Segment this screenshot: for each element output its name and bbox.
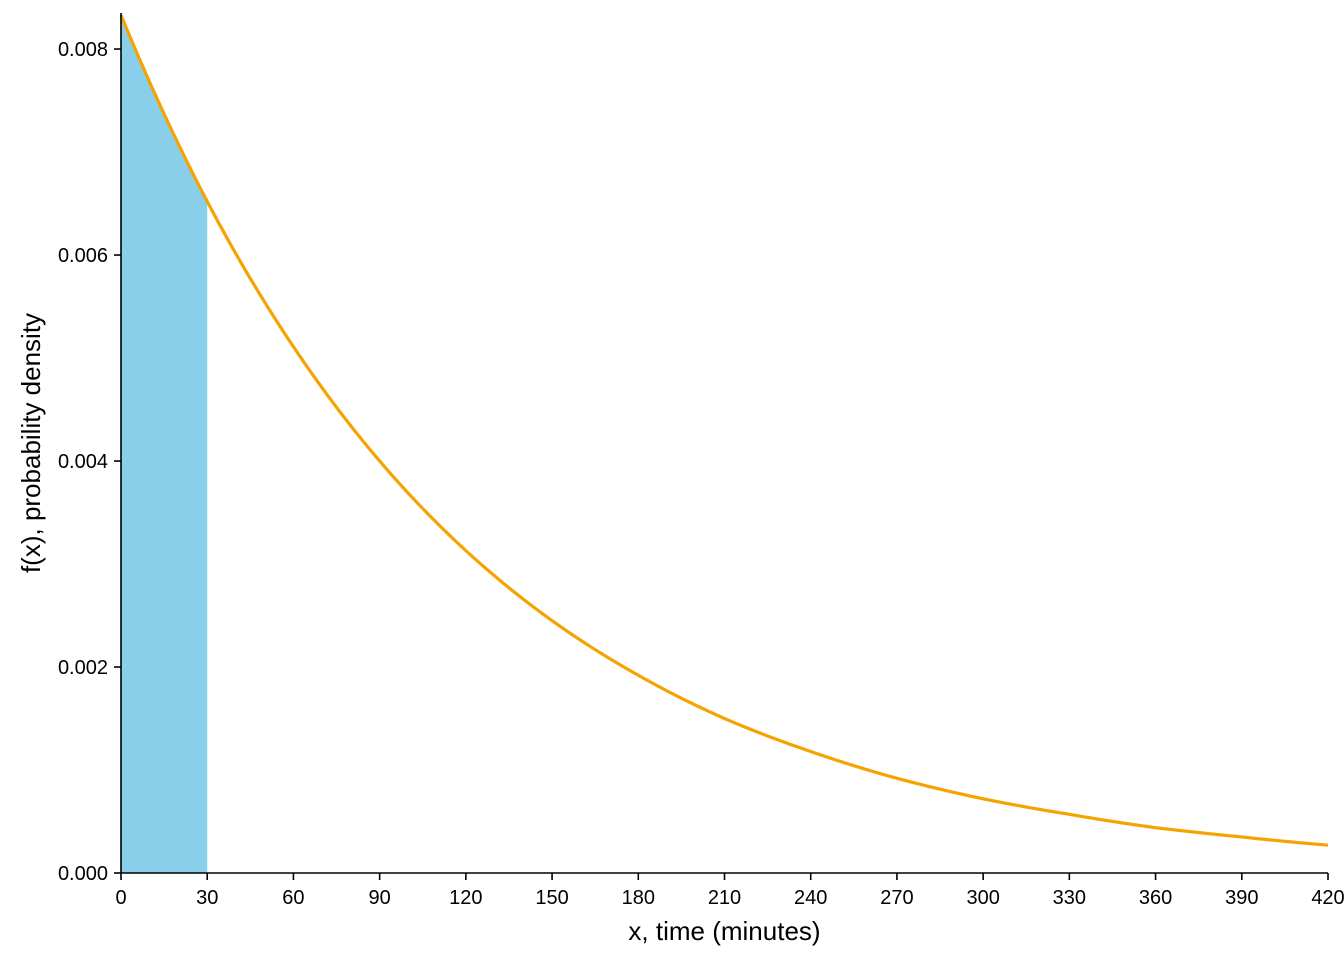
axes [120, 13, 1328, 874]
x-tick-label: 420 [1311, 887, 1344, 909]
x-tick-label: 330 [1053, 887, 1086, 909]
x-axis-ticks: 0 30 60 90 120 150 180 210 240 270 300 330 360 390 420 [115, 873, 1344, 909]
y-tick-label: 0.004 [58, 451, 108, 473]
x-tick-label: 240 [794, 887, 827, 909]
x-tick-label: 90 [369, 887, 391, 909]
y-tick-label: 0.008 [58, 39, 108, 61]
shaded-area [121, 15, 208, 874]
x-tick-label: 150 [535, 887, 568, 909]
x-tick-label: 300 [966, 887, 999, 909]
y-tick-label: 0.006 [58, 245, 108, 267]
x-tick-label: 270 [880, 887, 913, 909]
x-tick-label: 60 [282, 887, 304, 909]
x-axis-title: x, time (minutes) [628, 916, 820, 946]
density-curve [119, 14, 1329, 847]
x-tick-label: 210 [708, 887, 741, 909]
y-axis-title: f(x), probability density [16, 313, 46, 573]
x-tick-label: 120 [449, 887, 482, 909]
shaded-area-layer [121, 15, 208, 874]
y-axis-ticks: 0.000 0.002 0.004 0.006 0.008 [58, 39, 121, 885]
y-tick-label: 0.000 [58, 863, 108, 885]
x-tick-label: 180 [622, 887, 655, 909]
x-tick-label: 390 [1225, 887, 1258, 909]
density-curve-layer [119, 14, 1329, 847]
x-tick-label: 0 [115, 887, 126, 909]
y-tick-label: 0.002 [58, 657, 108, 679]
x-tick-label: 30 [196, 887, 218, 909]
x-tick-label: 360 [1139, 887, 1172, 909]
